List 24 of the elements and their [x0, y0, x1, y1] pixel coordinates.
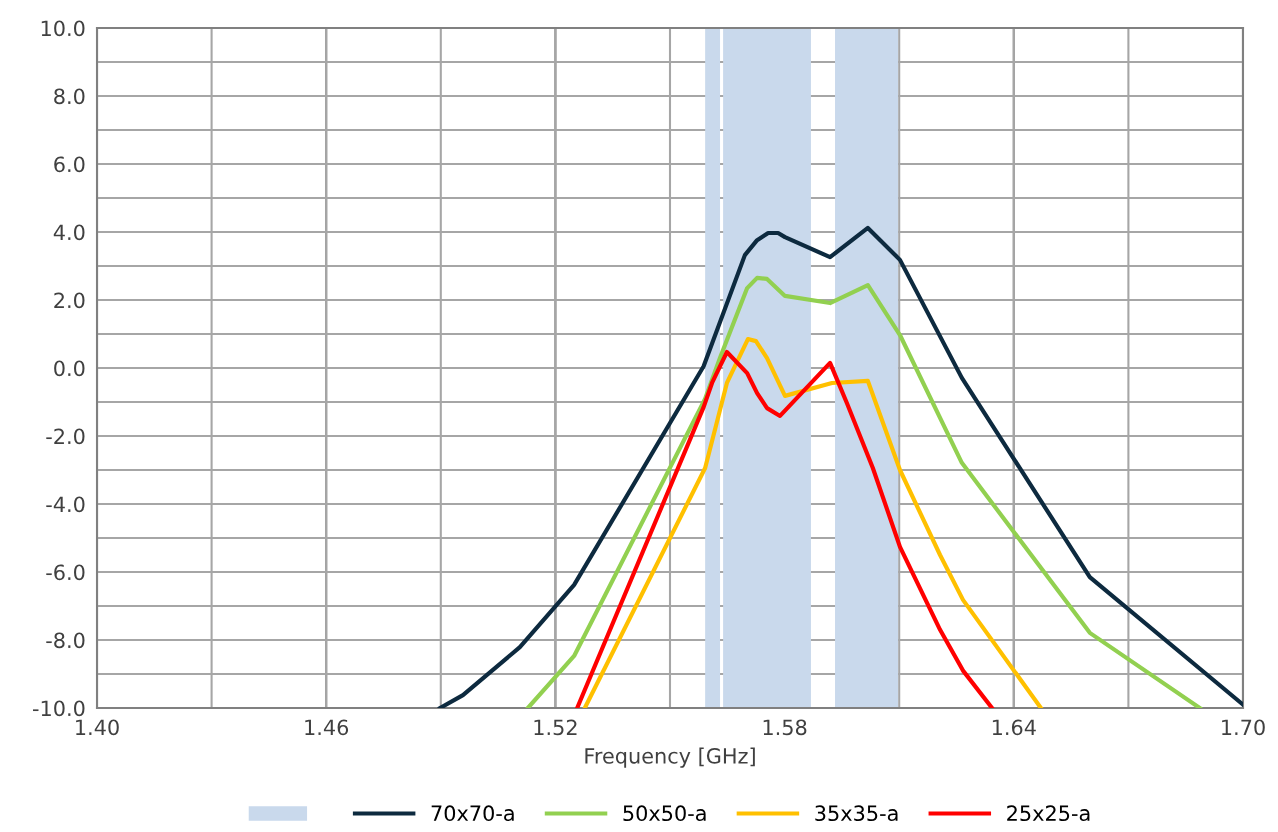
- y-tick-label: 4.0: [53, 224, 85, 241]
- y-tick-label: -4.0: [46, 496, 85, 513]
- y-tick-label: -2.0: [46, 428, 85, 445]
- legend-label: 50x50-a: [623, 805, 706, 822]
- y-tick-label: -8.0: [46, 632, 85, 649]
- x-tick-label: 1.52: [534, 719, 577, 736]
- y-tick-label: 6.0: [54, 156, 85, 173]
- y-tick-label: 8.0: [54, 88, 85, 105]
- y-tick-label: -6.0: [46, 564, 85, 581]
- x-tick-label: 1.40: [76, 719, 119, 736]
- line-series: [525, 275, 1202, 708]
- legend-label: 35x35-a: [815, 805, 898, 822]
- y-tick-label: 2.0: [54, 292, 85, 309]
- x-tick-label: 1.46: [305, 719, 349, 736]
- line-series: [437, 225, 1243, 708]
- x-axis-title: Frequency [GHz]: [585, 747, 755, 768]
- x-tick-label: 1.70: [1222, 719, 1265, 736]
- y-tick-label: -10.0: [33, 700, 85, 717]
- y-tick-label: 0.0: [54, 360, 85, 377]
- legend-label: 25x25-a: [1007, 805, 1090, 822]
- x-tick-label: 1.64: [992, 719, 1036, 736]
- legend-label: 70x70-a: [431, 805, 514, 822]
- x-tick-label: 1.58: [763, 719, 807, 736]
- y-tick-label: 10.0: [41, 20, 85, 37]
